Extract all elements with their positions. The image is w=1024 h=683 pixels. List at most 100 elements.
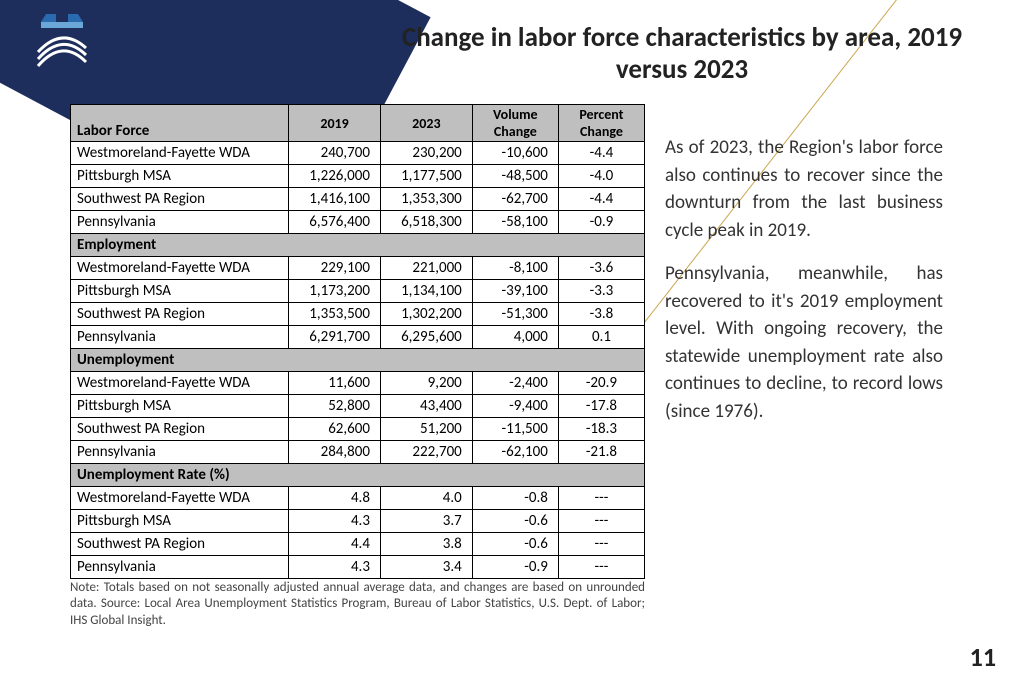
value-cell: 6,295,600	[380, 326, 472, 349]
value-cell: 6,576,400	[289, 211, 381, 234]
table-footnote: Note: Totals based on not seasonally adj…	[70, 580, 645, 629]
area-cell: Pennsylvania	[71, 326, 289, 349]
value-cell: 3.8	[380, 533, 472, 556]
table-row: Pittsburgh MSA52,80043,400-9,400-17.8	[71, 395, 645, 418]
table-row: Pennsylvania6,576,4006,518,300-58,100-0.…	[71, 211, 645, 234]
section-header-row: Unemployment	[71, 349, 645, 372]
value-cell: 43,400	[380, 395, 472, 418]
area-cell: Pennsylvania	[71, 441, 289, 464]
value-cell: -3.8	[558, 303, 644, 326]
col-header-volume: Volume Change	[472, 105, 558, 142]
value-cell: 0.1	[558, 326, 644, 349]
table-row: Westmoreland-Fayette WDA229,100221,000-8…	[71, 257, 645, 280]
value-cell: -2,400	[472, 372, 558, 395]
table-row: Southwest PA Region1,416,1001,353,300-62…	[71, 188, 645, 211]
value-cell: 4.3	[289, 510, 381, 533]
value-cell: 222,700	[380, 441, 472, 464]
value-cell: 4,000	[472, 326, 558, 349]
table-row: Southwest PA Region4.43.8-0.6---	[71, 533, 645, 556]
value-cell: 1,302,200	[380, 303, 472, 326]
body-paragraphs: As of 2023, the Region's labor force als…	[665, 134, 943, 441]
value-cell: 4.4	[289, 533, 381, 556]
area-cell: Southwest PA Region	[71, 533, 289, 556]
table-row: Pennsylvania6,291,7006,295,6004,0000.1	[71, 326, 645, 349]
page-number: 11	[970, 641, 996, 673]
value-cell: 230,200	[380, 142, 472, 165]
area-cell: Pennsylvania	[71, 211, 289, 234]
table-row: Pittsburgh MSA1,226,0001,177,500-48,500-…	[71, 165, 645, 188]
value-cell: -9,400	[472, 395, 558, 418]
value-cell: ---	[558, 510, 644, 533]
area-cell: Westmoreland-Fayette WDA	[71, 372, 289, 395]
value-cell: 62,600	[289, 418, 381, 441]
table-row: Westmoreland-Fayette WDA240,700230,200-1…	[71, 142, 645, 165]
value-cell: -17.8	[558, 395, 644, 418]
value-cell: ---	[558, 487, 644, 510]
value-cell: 240,700	[289, 142, 381, 165]
section-header-cell: Employment	[71, 234, 645, 257]
value-cell: 1,177,500	[380, 165, 472, 188]
table-row: Pennsylvania4.33.4-0.9---	[71, 556, 645, 579]
value-cell: 4.8	[289, 487, 381, 510]
area-cell: Southwest PA Region	[71, 303, 289, 326]
labor-force-table: Labor Force 2019 2023 Volume Change Perc…	[70, 104, 645, 579]
slide-title: Change in labor force characteristics by…	[380, 22, 984, 87]
value-cell: -11,500	[472, 418, 558, 441]
value-cell: -20.9	[558, 372, 644, 395]
table-row: Southwest PA Region1,353,5001,302,200-51…	[71, 303, 645, 326]
value-cell: 1,353,300	[380, 188, 472, 211]
value-cell: -3.3	[558, 280, 644, 303]
area-cell: Westmoreland-Fayette WDA	[71, 487, 289, 510]
section-header-row: Unemployment Rate (%)	[71, 464, 645, 487]
col-header-section: Labor Force	[71, 105, 289, 142]
value-cell: 1,353,500	[289, 303, 381, 326]
area-cell: Westmoreland-Fayette WDA	[71, 257, 289, 280]
value-cell: ---	[558, 533, 644, 556]
value-cell: 51,200	[380, 418, 472, 441]
table-row: Southwest PA Region62,60051,200-11,500-1…	[71, 418, 645, 441]
paragraph-2: Pennsylvania, meanwhile, has recovered t…	[665, 260, 943, 425]
value-cell: -39,100	[472, 280, 558, 303]
value-cell: 3.7	[380, 510, 472, 533]
value-cell: 6,518,300	[380, 211, 472, 234]
value-cell: 11,600	[289, 372, 381, 395]
col-header-2023: 2023	[380, 105, 472, 142]
value-cell: 4.0	[380, 487, 472, 510]
value-cell: 4.3	[289, 556, 381, 579]
area-cell: Southwest PA Region	[71, 418, 289, 441]
value-cell: 1,416,100	[289, 188, 381, 211]
value-cell: -48,500	[472, 165, 558, 188]
value-cell: -51,300	[472, 303, 558, 326]
value-cell: -8,100	[472, 257, 558, 280]
value-cell: -0.9	[472, 556, 558, 579]
value-cell: -21.8	[558, 441, 644, 464]
table-row: Pennsylvania284,800222,700-62,100-21.8	[71, 441, 645, 464]
value-cell: -10,600	[472, 142, 558, 165]
value-cell: 6,291,700	[289, 326, 381, 349]
value-cell: -0.9	[558, 211, 644, 234]
value-cell: -62,100	[472, 441, 558, 464]
section-header-cell: Unemployment	[71, 349, 645, 372]
col-header-2019: 2019	[289, 105, 381, 142]
value-cell: 9,200	[380, 372, 472, 395]
value-cell: -4.0	[558, 165, 644, 188]
area-cell: Southwest PA Region	[71, 188, 289, 211]
area-cell: Pittsburgh MSA	[71, 510, 289, 533]
col-header-percent: Percent Change	[558, 105, 644, 142]
table-row: Pittsburgh MSA4.33.7-0.6---	[71, 510, 645, 533]
value-cell: 1,173,200	[289, 280, 381, 303]
value-cell: -58,100	[472, 211, 558, 234]
value-cell: -0.6	[472, 510, 558, 533]
value-cell: -3.6	[558, 257, 644, 280]
paragraph-1: As of 2023, the Region's labor force als…	[665, 134, 943, 244]
area-cell: Pennsylvania	[71, 556, 289, 579]
value-cell: 229,100	[289, 257, 381, 280]
value-cell: ---	[558, 556, 644, 579]
value-cell: 1,134,100	[380, 280, 472, 303]
value-cell: 3.4	[380, 556, 472, 579]
table-row: Westmoreland-Fayette WDA11,6009,200-2,40…	[71, 372, 645, 395]
value-cell: 1,226,000	[289, 165, 381, 188]
value-cell: -4.4	[558, 188, 644, 211]
value-cell: 52,800	[289, 395, 381, 418]
table-row: Westmoreland-Fayette WDA4.84.0-0.8---	[71, 487, 645, 510]
